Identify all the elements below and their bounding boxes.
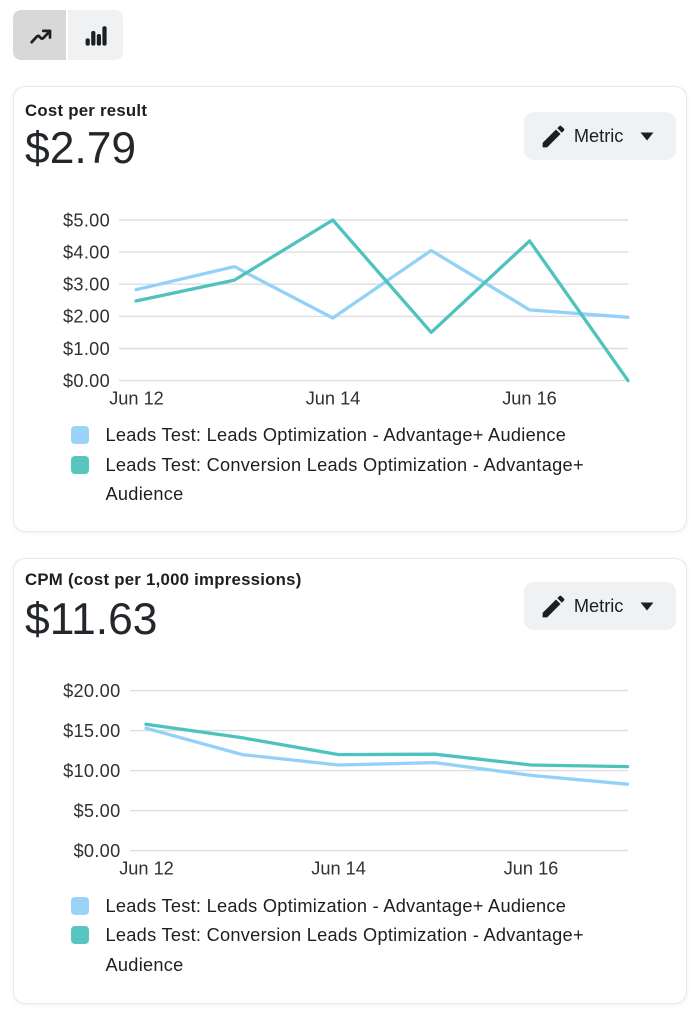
svg-text:Jun 12: Jun 12	[119, 858, 174, 878]
svg-text:$10.00: $10.00	[63, 761, 120, 781]
svg-text:Jun 16: Jun 16	[504, 858, 559, 878]
svg-text:$3.00: $3.00	[63, 275, 110, 295]
svg-text:$1.00: $1.00	[63, 339, 110, 359]
svg-text:Jun 16: Jun 16	[502, 388, 557, 408]
svg-text:$0.00: $0.00	[63, 371, 110, 391]
svg-text:$4.00: $4.00	[63, 242, 110, 262]
svg-text:Jun 14: Jun 14	[306, 388, 361, 408]
svg-text:Jun 12: Jun 12	[109, 388, 164, 408]
svg-text:Jun 14: Jun 14	[311, 858, 366, 878]
svg-text:$20.00: $20.00	[63, 681, 120, 701]
svg-text:$5.00: $5.00	[73, 801, 120, 821]
svg-text:$5.00: $5.00	[63, 210, 110, 230]
svg-text:$2.00: $2.00	[63, 307, 110, 327]
svg-text:$0.00: $0.00	[73, 841, 120, 861]
svg-text:$15.00: $15.00	[63, 721, 120, 741]
